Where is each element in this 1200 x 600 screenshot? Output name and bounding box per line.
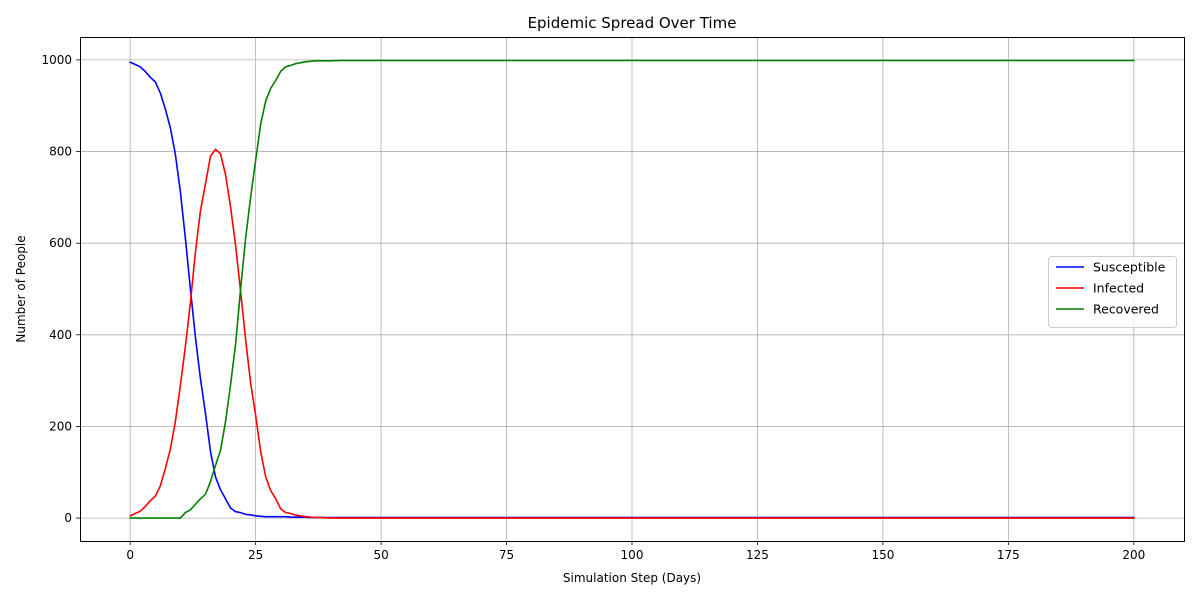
y-tick-label: 600 — [49, 236, 72, 250]
y-axis-label: Number of People — [14, 235, 28, 342]
series-line-infected — [129, 148, 1135, 519]
plot-area-frame — [80, 37, 1185, 542]
x-tick-label: 50 — [373, 548, 388, 562]
chart-title: Epidemic Spread Over Time — [528, 14, 737, 32]
legend-label-susceptible: Susceptible — [1093, 260, 1166, 275]
series-line-recovered — [129, 59, 1135, 519]
axis-ticks: 0 25 50 75 100 125 150 175 200 0 200 400 600 800 1000 — [41, 53, 1145, 562]
y-tick-label: 0 — [64, 511, 72, 525]
x-tick-label: 200 — [1122, 548, 1145, 562]
y-tick-label: 800 — [49, 145, 72, 159]
x-tick-label: 75 — [499, 548, 514, 562]
x-tick-label: 100 — [621, 548, 644, 562]
x-axis-label: Simulation Step (Days) — [563, 571, 701, 585]
x-tick-label: 150 — [871, 548, 894, 562]
x-tick-label: 0 — [126, 548, 134, 562]
y-tick-label: 400 — [49, 328, 72, 342]
legend-label-recovered: Recovered — [1093, 302, 1159, 317]
x-tick-label: 175 — [997, 548, 1020, 562]
series-lines — [129, 59, 1135, 519]
x-tick-label: 25 — [248, 548, 263, 562]
legend: Susceptible Infected Recovered — [1048, 256, 1177, 328]
x-tick-label: 125 — [746, 548, 769, 562]
series-line-susceptible — [129, 61, 1135, 519]
y-tick-label: 1000 — [41, 53, 72, 67]
y-tick-label: 200 — [49, 419, 72, 433]
legend-label-infected: Infected — [1093, 281, 1144, 296]
